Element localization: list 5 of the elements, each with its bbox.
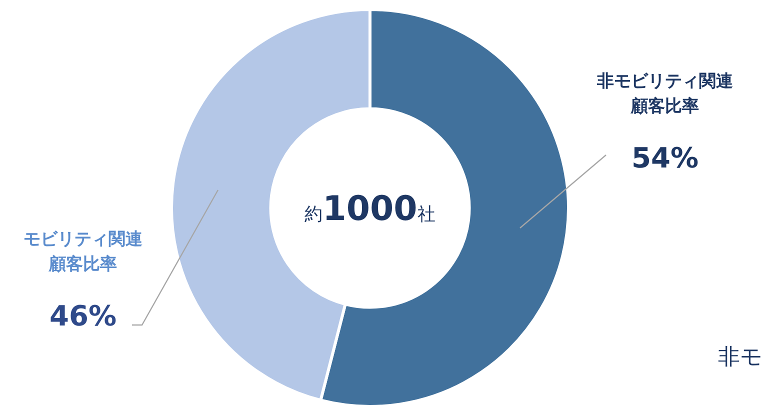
slice-label: モビリティ関連顧客比率: [24, 229, 142, 274]
text: 非モ: [718, 344, 763, 372]
data-label: 46%: [49, 299, 117, 332]
slice-label: 非モビリティ関連顧客比率: [596, 71, 733, 116]
data-label: 54%: [631, 141, 699, 174]
